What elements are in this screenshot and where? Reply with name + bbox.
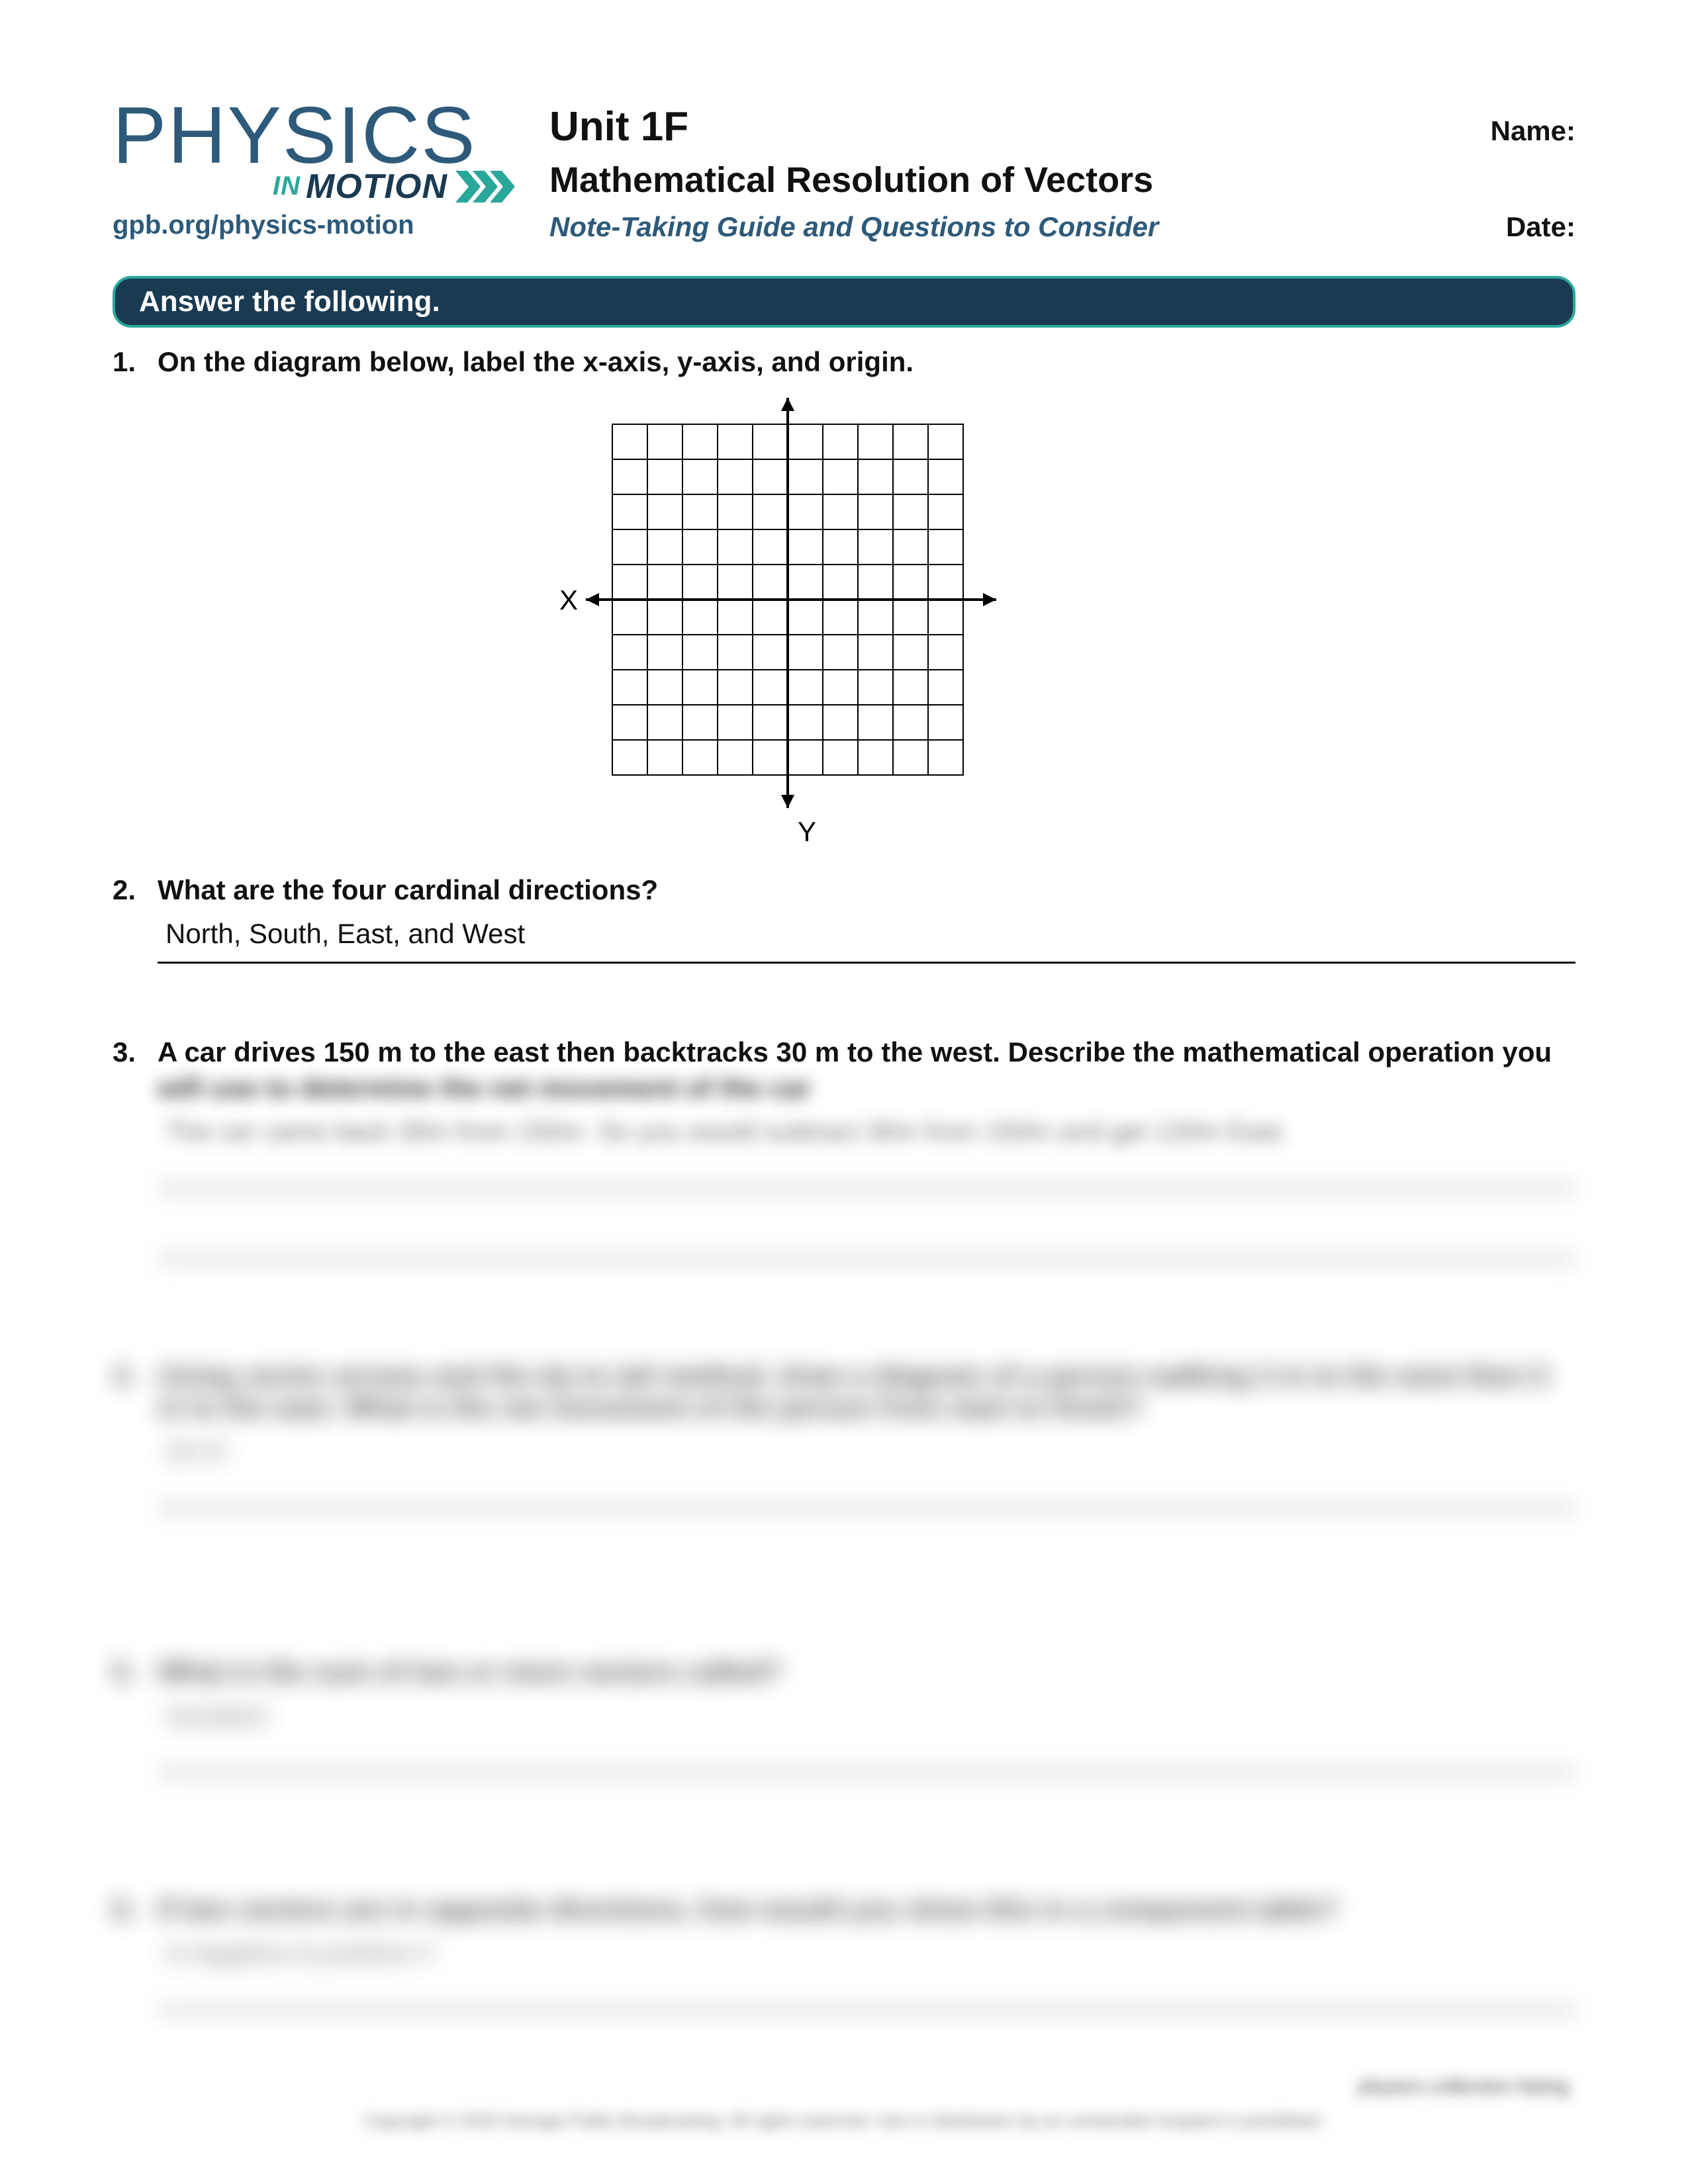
- blur-rule: [158, 2008, 1575, 2012]
- q4-answer: 2m E: [165, 1437, 1575, 1467]
- blur-rule: [158, 1770, 1575, 1774]
- unit-title: Unit 1F: [549, 103, 688, 150]
- x-axis-label: X: [559, 584, 578, 615]
- q4-number: 4.: [113, 1360, 146, 1392]
- q2-answer-rule: [158, 962, 1575, 964]
- blur-rule: [158, 1506, 1575, 1510]
- q2-text: What are the four cardinal directions?: [158, 874, 658, 906]
- date-label: Date:: [1506, 211, 1575, 243]
- q2-number: 2.: [113, 874, 146, 906]
- worksheet-header: PHYSICS IN MOTION gpb.org/physics-motion…: [113, 99, 1575, 243]
- page-subtitle: Mathematical Resolution of Vectors: [549, 159, 1575, 201]
- guide-label: Note-Taking Guide and Questions to Consi…: [549, 211, 1158, 243]
- section-banner: Answer the following.: [113, 276, 1575, 328]
- blur-rule: [158, 1257, 1575, 1261]
- question-5: 5. What is the sum of two or more vector…: [113, 1656, 1575, 1774]
- q5-answer: resultant: [165, 1701, 1575, 1731]
- q3-number: 3.: [113, 1036, 146, 1068]
- q2-answer: North, South, East, and West: [165, 918, 1575, 958]
- logo: PHYSICS IN MOTION gpb.org/physics-motion: [113, 99, 523, 243]
- q1-number: 1.: [113, 346, 146, 378]
- question-4: 4. Using vector arrows and the tip to ta…: [113, 1360, 1575, 1510]
- question-1: 1. On the diagram below, label the x-axi…: [113, 346, 1575, 848]
- q6-text: If two vectors are in opposite direction…: [158, 1893, 1338, 1925]
- logo-url: gpb.org/physics-motion: [113, 210, 523, 240]
- footer-copyright: Copyright © 2018 Georgia Public Broadcas…: [199, 2111, 1489, 2131]
- q1-text: On the diagram below, label the x-axis, …: [158, 346, 914, 378]
- name-label: Name:: [1491, 115, 1575, 147]
- q4-text: Using vector arrows and the tip to tail …: [158, 1360, 1575, 1424]
- logo-word-physics: PHYSICS: [113, 99, 523, 172]
- blur-rule: [158, 1187, 1575, 1191]
- q6-number: 6.: [113, 1893, 146, 1925]
- question-6: 6. If two vectors are in opposite direct…: [113, 1893, 1575, 2012]
- logo-word-motion: MOTION: [306, 167, 447, 206]
- q3-text: A car drives 150 m to the east then back…: [158, 1036, 1552, 1068]
- banner-text: Answer the following.: [139, 285, 440, 318]
- title-block: Unit 1F Name: Mathematical Resolution of…: [549, 99, 1575, 243]
- y-axis-label: Y: [798, 816, 816, 847]
- q3-text-cont: will use to determine the net movement o…: [158, 1072, 1575, 1104]
- footer-right: physics collection listing: [1358, 2075, 1569, 2098]
- q5-number: 5.: [113, 1656, 146, 1688]
- q5-text: What is the sum of two or more vectors c…: [158, 1656, 782, 1688]
- logo-word-in: IN: [273, 171, 301, 201]
- chevron-icon: [455, 171, 515, 203]
- q3-answer: The car came back 30m from 150m. So you …: [165, 1117, 1575, 1147]
- q1-diagram: X Y: [0, 398, 1575, 848]
- question-3: 3. A car drives 150 m to the east then b…: [113, 1036, 1575, 1261]
- question-2: 2. What are the four cardinal directions…: [113, 874, 1575, 964]
- q6-answer: A negative & positive #: [165, 1938, 1575, 1968]
